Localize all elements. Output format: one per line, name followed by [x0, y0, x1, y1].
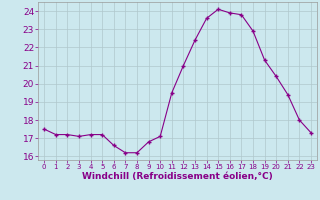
X-axis label: Windchill (Refroidissement éolien,°C): Windchill (Refroidissement éolien,°C) [82, 172, 273, 181]
